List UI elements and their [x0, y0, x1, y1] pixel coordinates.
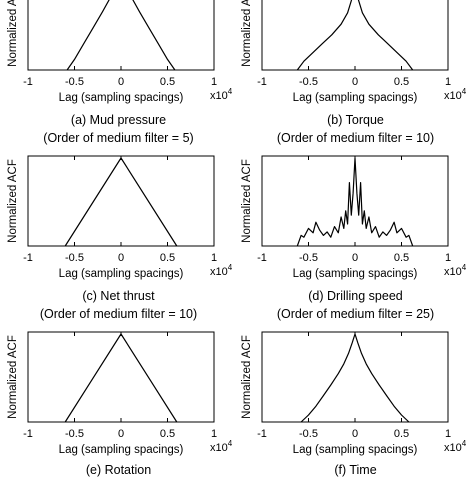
- x-tick-label-d: 1: [445, 252, 451, 264]
- note-b: (Order of medium filter = 10): [276, 131, 435, 145]
- x-tick-label-f: -0.5: [299, 428, 318, 440]
- y-axis-label-a: Normalized ACF: [7, 0, 19, 67]
- x-tick-label-a: 0.5: [160, 76, 175, 88]
- x-tick-label-d: 0.5: [394, 252, 409, 264]
- x-tick-label-c: 0: [118, 252, 124, 264]
- x-tick-label-b: 1: [445, 76, 451, 88]
- x-tick-label-e: 1: [211, 428, 217, 440]
- y-axis-label-e: Normalized ACF: [7, 335, 19, 419]
- x-multiplier-exp-d: 4: [462, 263, 467, 272]
- caption-d: (d) Drilling speed: [308, 289, 403, 303]
- plot-frame-d: [261, 155, 449, 247]
- x-tick-label-b: 0.5: [394, 76, 409, 88]
- x-axis-label-d: Lag (sampling spacings): [293, 268, 418, 280]
- plot-frame-c: [27, 155, 215, 247]
- x-multiplier-exp-a: 4: [228, 87, 233, 96]
- x-tick-label-f: 1: [445, 428, 451, 440]
- x-axis-label-b: Lag (sampling spacings): [293, 92, 418, 104]
- y-axis-label-c: Normalized ACF: [7, 159, 19, 243]
- x-multiplier-exp-e: 4: [228, 439, 233, 448]
- x-tick-label-e: 0: [118, 428, 124, 440]
- x-tick-label-a: 1: [211, 76, 217, 88]
- x-multiplier-c: x104: [210, 263, 233, 278]
- x-tick-label-b: -0.5: [299, 76, 318, 88]
- caption-a: (a) Mud pressure: [70, 113, 167, 127]
- x-multiplier-d: x104: [444, 263, 467, 278]
- x-tick-label-e: -1: [23, 428, 33, 440]
- x-tick-label-f: -1: [257, 428, 267, 440]
- x-tick-label-b: 0: [352, 76, 358, 88]
- x-tick-label-c: 0.5: [160, 252, 175, 264]
- acf-line-f: [300, 333, 410, 423]
- acf-line-d: [296, 157, 414, 247]
- acf-line-c: [64, 157, 178, 247]
- x-multiplier-exp-f: 4: [462, 439, 467, 448]
- x-tick-label-b: -1: [257, 76, 267, 88]
- plot-frame-e: [27, 331, 215, 423]
- caption-c: (c) Net thrust: [82, 289, 155, 303]
- x-tick-label-f: 0.5: [394, 428, 409, 440]
- x-axis-label-c: Lag (sampling spacings): [59, 268, 184, 280]
- note-a: (Order of medium filter = 5): [43, 131, 194, 145]
- x-multiplier-a: x104: [210, 87, 233, 102]
- x-axis-label-e: Lag (sampling spacings): [59, 444, 184, 456]
- x-tick-label-d: 0: [352, 252, 358, 264]
- x-tick-label-d: -0.5: [299, 252, 318, 264]
- plot-frame-b: [261, 0, 449, 71]
- x-multiplier-e: x104: [210, 439, 233, 454]
- x-multiplier-exp-c: 4: [228, 263, 233, 272]
- x-tick-label-c: -0.5: [65, 252, 84, 264]
- x-tick-label-e: 0.5: [160, 428, 175, 440]
- x-axis-label-f: Lag (sampling spacings): [293, 444, 418, 456]
- plot-frame-a: [27, 0, 215, 71]
- x-tick-label-e: -0.5: [65, 428, 84, 440]
- note-d: (Order of medium filter = 25): [276, 307, 435, 321]
- x-multiplier-exp-b: 4: [462, 87, 467, 96]
- x-multiplier-b: x104: [444, 87, 467, 102]
- acf-line-b: [296, 0, 414, 71]
- note-c: (Order of medium filter = 10): [39, 307, 198, 321]
- y-axis-label-b: Normalized ACF: [241, 0, 253, 67]
- x-tick-label-d: -1: [257, 252, 267, 264]
- x-tick-label-a: 0: [118, 76, 124, 88]
- x-tick-label-a: -1: [23, 76, 33, 88]
- x-tick-label-f: 0: [352, 428, 358, 440]
- plot-frame-f: [261, 331, 449, 423]
- x-axis-label-a: Lag (sampling spacings): [59, 92, 184, 104]
- x-multiplier-f: x104: [444, 439, 467, 454]
- caption-b: (b) Torque: [327, 113, 384, 127]
- caption-f: (f) Time: [334, 463, 377, 477]
- x-tick-label-c: -1: [23, 252, 33, 264]
- acf-line-a: [66, 0, 176, 71]
- x-tick-label-c: 1: [211, 252, 217, 264]
- y-axis-label-d: Normalized ACF: [241, 159, 253, 243]
- acf-line-e: [64, 333, 178, 423]
- y-axis-label-f: Normalized ACF: [241, 335, 253, 419]
- caption-e: (e) Rotation: [85, 463, 152, 477]
- x-tick-label-a: -0.5: [65, 76, 84, 88]
